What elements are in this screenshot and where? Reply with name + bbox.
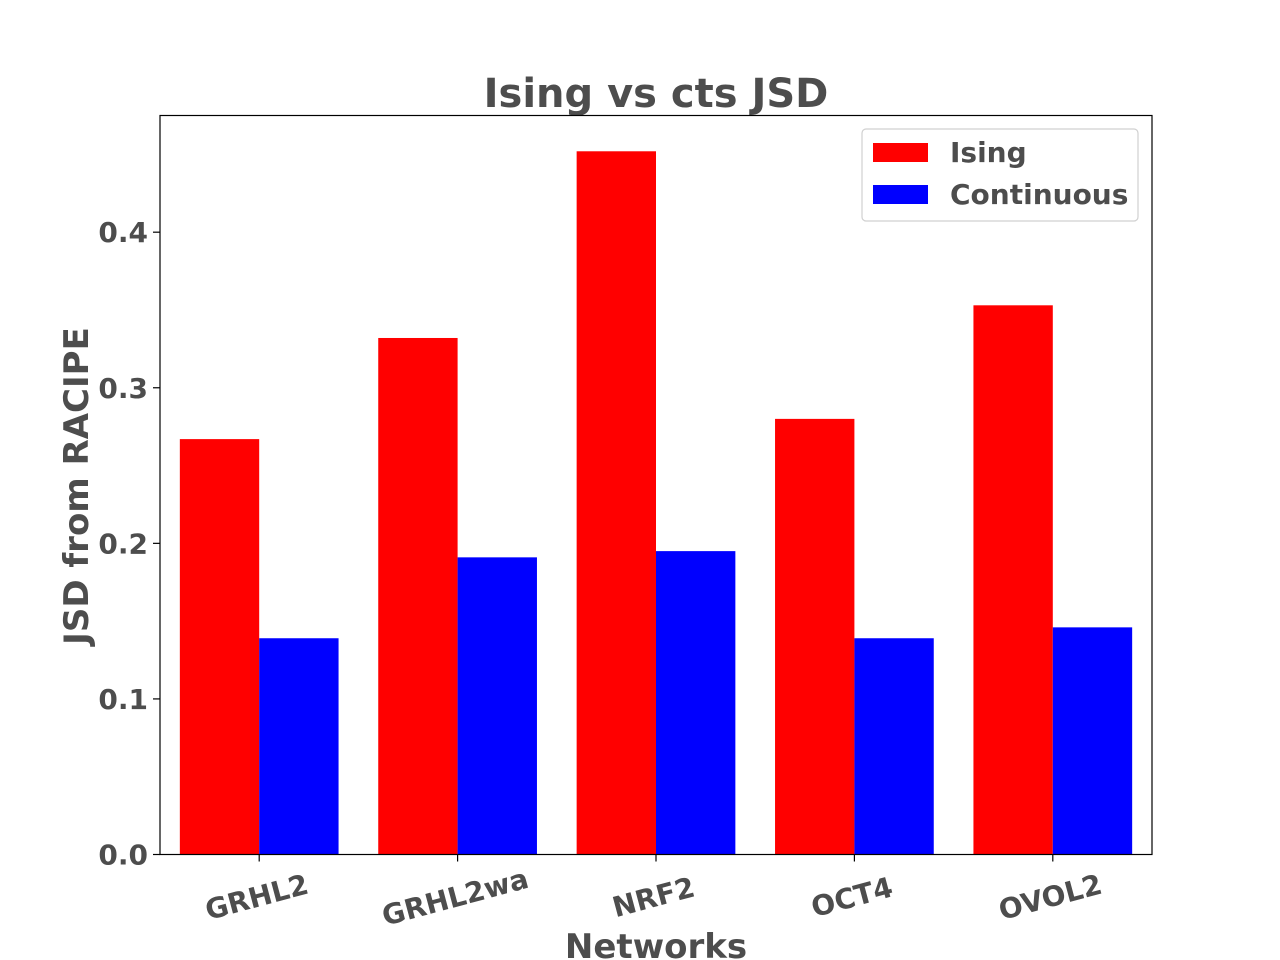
y-axis-label: JSD from RACIPE: [57, 327, 97, 647]
bar-ising-grhl2: [179, 439, 260, 855]
legend: Ising Continuous: [861, 128, 1139, 222]
legend-swatch-continuous: [873, 185, 928, 204]
y-tick-label: 0.0: [98, 839, 148, 872]
x-tick-label: OVOL2: [995, 868, 1105, 927]
y-axis: 0.0 0.1 0.2 0.3 0.4: [98, 216, 160, 872]
legend-label-continuous: Continuous: [950, 178, 1128, 211]
bar-ising-nrf2: [576, 151, 656, 855]
bars-group: [179, 151, 1133, 855]
legend-swatch-ising: [873, 143, 928, 162]
bar-ising-oct4: [775, 418, 855, 855]
bar-continuous-nrf2: [656, 551, 736, 855]
x-tick-label: OCT4: [808, 871, 897, 924]
x-tick-label: NRF2: [609, 871, 698, 925]
plot-frame: [159, 114, 1153, 856]
bar-continuous-oct4: [854, 638, 934, 855]
chart-title: Ising vs cts JSD: [484, 71, 829, 117]
x-axis: GRHL2 GRHL2wa NRF2 OCT4 OVOL2: [202, 854, 1105, 933]
y-tick-label: 0.1: [98, 683, 148, 716]
y-tick-label: 0.4: [98, 216, 148, 249]
y-tick-label: 0.2: [98, 527, 148, 560]
bar-continuous-ovol2: [1052, 627, 1133, 855]
bar-continuous-grhl2wa: [457, 557, 537, 855]
legend-label-ising: Ising: [950, 136, 1027, 169]
bar-ising-grhl2wa: [378, 337, 458, 855]
x-axis-label: Networks: [565, 927, 747, 960]
bar-ising-ovol2: [973, 305, 1053, 855]
y-tick-label: 0.3: [98, 372, 148, 405]
x-tick-label: GRHL2wa: [378, 862, 531, 933]
x-tick-label: GRHL2: [202, 868, 312, 927]
legend-frame: [861, 128, 1139, 222]
bar-continuous-grhl2: [259, 638, 339, 855]
